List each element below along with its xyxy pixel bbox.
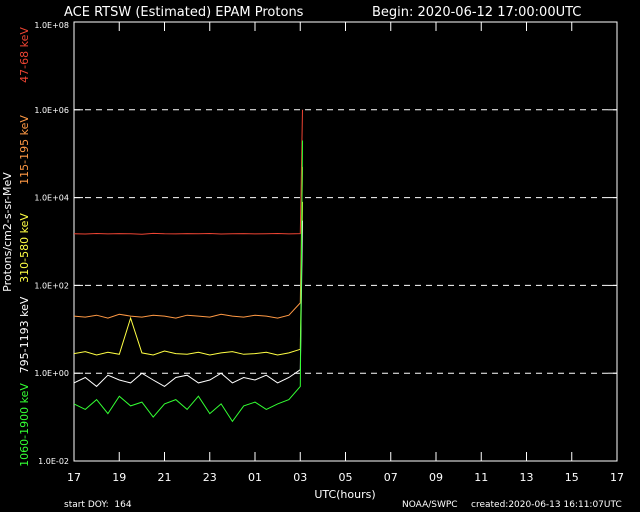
series-line [73,220,303,388]
legend-label: 795-1193 keV [18,296,31,373]
y-tick-label: 1.0E+06 [34,106,69,115]
series-line [73,201,303,356]
x-axis-label: UTC(hours) [314,488,375,501]
y-tick-label: 1.0E-02 [38,457,69,466]
y-tick-label: 1.0E+02 [34,281,69,290]
series-line [73,166,303,319]
legend-label: 115-195 keV [18,115,31,185]
x-tick-label: 13 [520,471,534,484]
x-tick-label: 01 [248,471,262,484]
y-tick-label: 1.0E+00 [34,369,69,378]
chart-title: ACE RTSW (Estimated) EPAM Protons [64,5,304,20]
footer-center: NOAA/SWPC [402,500,458,510]
footer-right: created:2020-06-13 16:11:07UTC [471,500,622,510]
legend-label: 47-68 keV [18,27,31,83]
x-tick-label: 03 [293,471,307,484]
y-axis-label: Protons/cm2-s-sr-MeV [1,172,14,292]
x-tick-label: 07 [384,471,398,484]
legend-label: 1060-1900 keV [18,383,31,467]
x-tick-label: 15 [565,471,579,484]
plot-frame [73,21,618,462]
x-tick-label: 09 [429,471,443,484]
chart-subtitle: Begin: 2020-06-12 17:00:00UTC [372,5,581,20]
x-tick-label: 23 [203,471,217,484]
x-tick-label: 17 [610,471,624,484]
x-tick-label: 11 [474,471,488,484]
x-tick-label: 05 [339,471,353,484]
series-line [73,109,303,235]
legend-label: 310-580 keV [18,213,31,283]
y-tick-label: 1.0E+08 [34,21,69,30]
footer-left: start DOY: 164 [64,500,132,510]
x-tick-label: 17 [67,471,81,484]
series-line [73,140,303,423]
x-tick-label: 19 [112,471,126,484]
y-tick-label: 1.0E+04 [34,194,69,203]
x-tick-label: 21 [158,471,172,484]
